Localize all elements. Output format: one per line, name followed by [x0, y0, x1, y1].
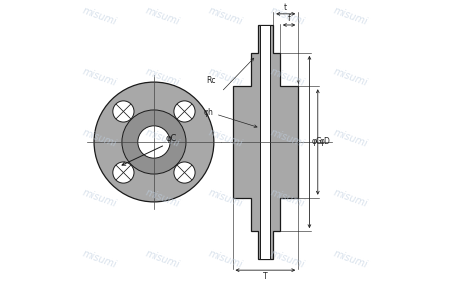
Circle shape: [94, 82, 214, 202]
Text: misumi: misumi: [144, 66, 181, 88]
Text: misumi: misumi: [332, 188, 369, 209]
Text: misumi: misumi: [269, 66, 306, 88]
Text: misumi: misumi: [207, 188, 243, 209]
Text: φh: φh: [203, 108, 213, 117]
Circle shape: [122, 110, 186, 174]
Text: t: t: [284, 3, 287, 12]
Text: misumi: misumi: [332, 127, 369, 149]
Circle shape: [113, 101, 134, 122]
Text: misumi: misumi: [81, 248, 118, 270]
Text: misumi: misumi: [269, 6, 306, 28]
Text: misumi: misumi: [269, 188, 306, 209]
Text: φC: φC: [166, 134, 177, 143]
Text: misumi: misumi: [207, 6, 243, 28]
Text: misumi: misumi: [269, 248, 306, 270]
Text: misumi: misumi: [144, 6, 181, 28]
Circle shape: [174, 101, 195, 122]
Text: misumi: misumi: [144, 127, 181, 149]
Text: misumi: misumi: [332, 66, 369, 88]
Text: T: T: [263, 272, 268, 281]
Text: φG: φG: [312, 137, 323, 147]
Text: misumi: misumi: [81, 66, 118, 88]
Text: Rc: Rc: [206, 76, 216, 85]
Bar: [261, 25, 270, 259]
Text: misumi: misumi: [81, 188, 118, 209]
Text: φD: φD: [320, 137, 331, 147]
Text: misumi: misumi: [81, 6, 118, 28]
Text: misumi: misumi: [144, 188, 181, 209]
Text: misumi: misumi: [207, 127, 243, 149]
Text: misumi: misumi: [144, 248, 181, 270]
Polygon shape: [233, 25, 298, 259]
Circle shape: [138, 126, 170, 158]
Text: misumi: misumi: [207, 248, 243, 270]
Text: misumi: misumi: [332, 6, 369, 28]
Circle shape: [113, 162, 134, 183]
Text: misumi: misumi: [332, 248, 369, 270]
Text: misumi: misumi: [81, 127, 118, 149]
Text: misumi: misumi: [207, 66, 243, 88]
Text: misumi: misumi: [269, 127, 306, 149]
Circle shape: [174, 162, 195, 183]
Text: f: f: [288, 14, 290, 23]
